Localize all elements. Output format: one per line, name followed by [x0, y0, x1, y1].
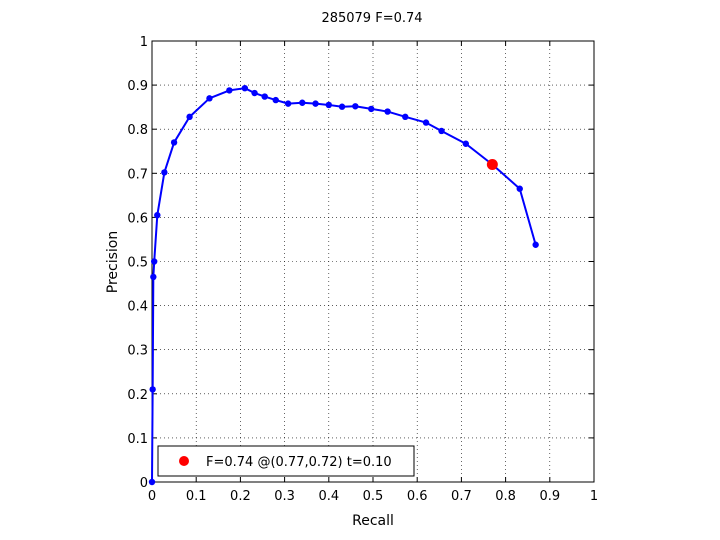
chart-title: 285079 F=0.74: [321, 11, 422, 26]
legend: F=0.74 @(0.77,0.72) t=0.10: [157, 445, 415, 477]
data-point: [284, 100, 292, 107]
data-point: [352, 103, 359, 110]
x-tick-label: 0.3: [274, 489, 295, 504]
data-point: [151, 258, 158, 265]
y-tick-label: 0.5: [127, 256, 148, 271]
y-tick-label: 0.1: [127, 432, 148, 447]
data-point: [402, 113, 409, 121]
data-point: [384, 108, 391, 115]
data-point: [154, 211, 161, 219]
data-point: [261, 93, 268, 100]
data-point: [251, 89, 258, 97]
legend-marker: [179, 456, 189, 466]
data-point: [338, 103, 346, 110]
x-tick-label: 0.5: [363, 489, 384, 504]
x-tick-label: 0: [148, 489, 156, 504]
data-point: [149, 386, 156, 393]
y-tick-label: 0: [140, 476, 148, 491]
legend-box: [157, 445, 415, 477]
data-point: [206, 95, 213, 102]
data-point: [462, 140, 470, 147]
x-tick-label: 0.6: [407, 489, 428, 504]
data-point: [241, 84, 249, 92]
y-tick-label: 0.4: [127, 300, 148, 315]
grid-lines: [152, 41, 594, 482]
data-point: [299, 99, 306, 106]
data-point: [368, 105, 375, 113]
data-point: [148, 478, 156, 486]
x-tick-label: 0.1: [186, 489, 207, 504]
y-tick-label: 0.6: [127, 211, 148, 226]
data-point: [161, 169, 168, 176]
series-layer: [148, 84, 539, 486]
data-point: [272, 96, 279, 104]
x-tick-label: 0.7: [451, 489, 472, 504]
x-tick-label: 0.8: [495, 489, 516, 504]
x-tick-label: 1: [590, 489, 598, 504]
best-f-point: [486, 158, 498, 170]
x-tick-label: 0.9: [539, 489, 560, 504]
y-tick-label: 0.8: [127, 123, 148, 138]
y-tick-label: 0.2: [127, 388, 148, 403]
data-point: [325, 101, 332, 109]
data-point: [170, 139, 178, 146]
data-point: [422, 119, 430, 126]
data-point: [226, 87, 233, 94]
legend-text: F=0.74 @(0.77,0.72) t=0.10: [206, 455, 392, 470]
x-tick-labels: 0 0.1 0.2 0.3 0.4 0.5 0.6 0.7 0.8 0.9 1: [148, 489, 598, 504]
x-tick-label: 0.2: [230, 489, 251, 504]
series-line: [151, 87, 537, 483]
y-tick-label: 1: [140, 35, 148, 50]
y-tick-label: 0.7: [127, 167, 148, 182]
y-tick-label: 0.3: [127, 344, 148, 359]
data-point: [438, 127, 445, 135]
data-point: [516, 185, 523, 192]
data-point: [312, 100, 319, 107]
y-axis-label: Precision: [105, 231, 121, 293]
data-point: [532, 241, 539, 248]
data-point: [186, 113, 193, 121]
y-tick-label: 0.9: [127, 79, 148, 94]
y-tick-labels: 0 0.1 0.2 0.3 0.4 0.5 0.6 0.7 0.8 0.9 1: [127, 35, 148, 491]
x-tick-label: 0.4: [318, 489, 339, 504]
data-point: [150, 273, 157, 281]
x-axis-label: Recall: [352, 513, 394, 529]
